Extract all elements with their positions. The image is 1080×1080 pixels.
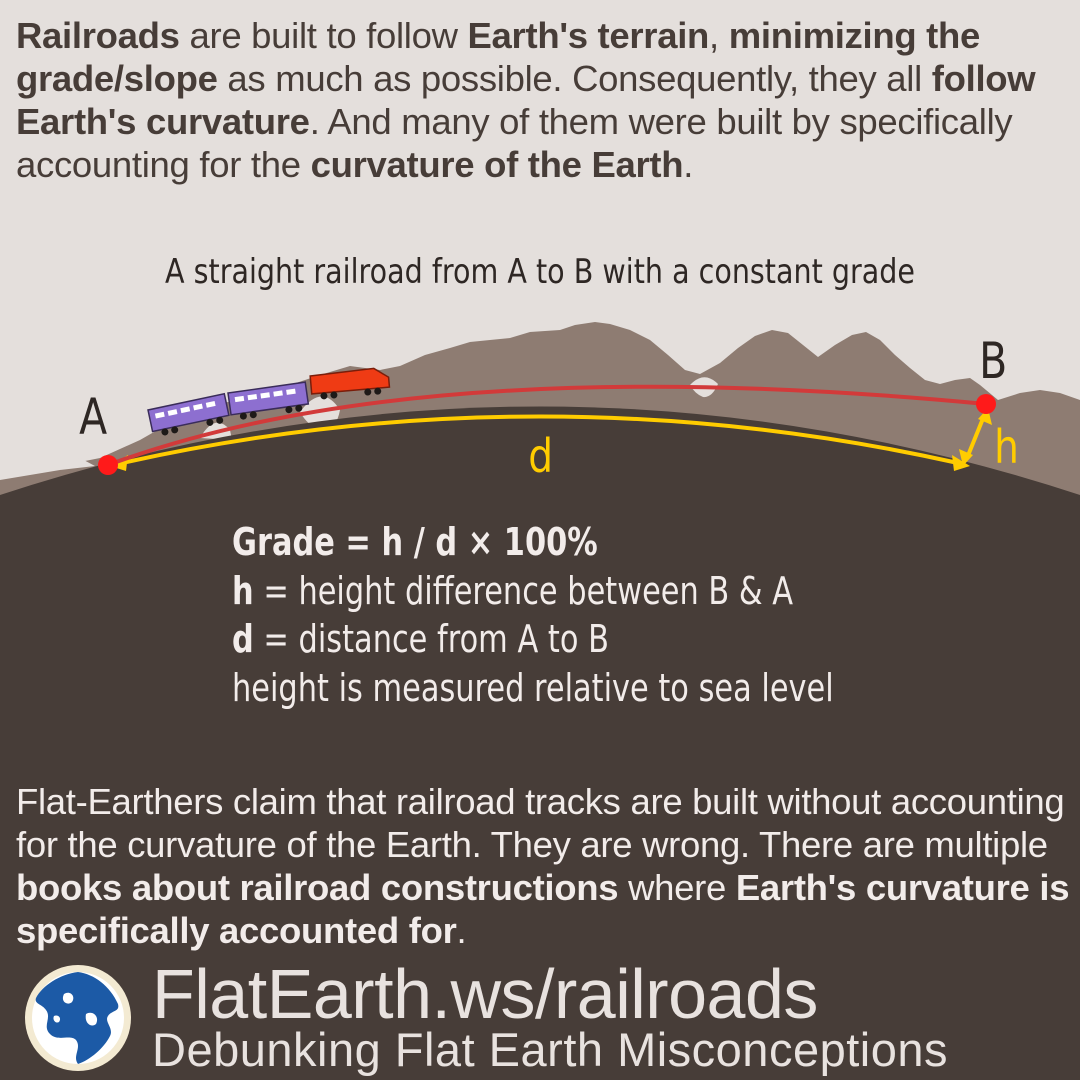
tagline: Debunking Flat Earth Misconceptions — [152, 1023, 949, 1076]
railroad-line — [107, 384, 987, 467]
diagram-subtitle: A straight railroad from A to B with a c… — [165, 252, 915, 292]
brand-url: FlatEarth.ws/railroads — [152, 955, 818, 1033]
h-definition: h = height difference between B & A — [232, 568, 794, 613]
arrowhead-right — [952, 455, 970, 471]
height-note: height is measured relative to sea level — [232, 665, 834, 710]
train — [147, 367, 391, 436]
earth-ground — [0, 406, 1080, 1080]
point-a-label: A — [79, 388, 108, 446]
formula-block: Grade = h / d × 100% h = height differen… — [232, 518, 834, 712]
grade-formula: Grade = h / d × 100% — [232, 520, 598, 564]
point-a-marker — [98, 455, 118, 475]
claim-paragraph: Flat-Earthers claim that railroad tracks… — [16, 781, 1070, 951]
point-b-label: B — [979, 332, 1008, 390]
distance-arc — [121, 414, 959, 465]
d-definition: d = distance from A to B — [232, 617, 609, 661]
intro-paragraph: Railroads are built to follow Earth's te… — [16, 15, 1036, 185]
point-b-marker — [976, 394, 996, 414]
height-arrow — [965, 415, 986, 459]
globe-logo-icon — [25, 965, 131, 1071]
height-label: h — [994, 420, 1019, 474]
distance-label: d — [528, 429, 554, 483]
